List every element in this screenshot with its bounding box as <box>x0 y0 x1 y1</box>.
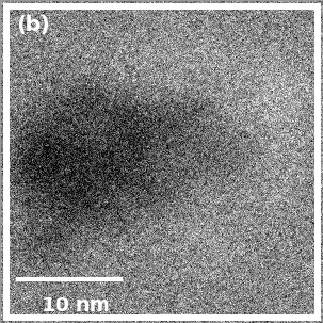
Text: (b): (b) <box>16 15 50 35</box>
Text: 10 nm: 10 nm <box>42 296 110 315</box>
